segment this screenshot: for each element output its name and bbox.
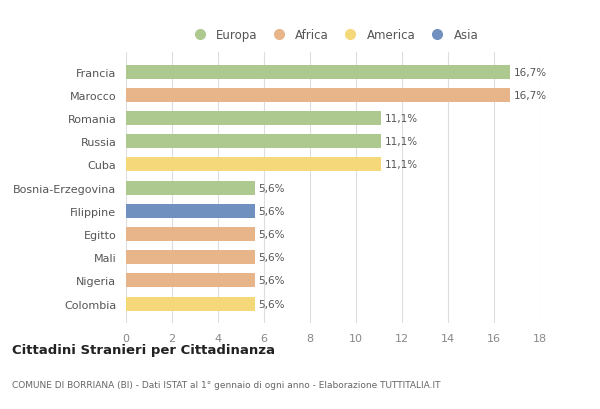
Bar <box>126 135 382 149</box>
Bar <box>126 89 510 103</box>
Bar <box>126 251 255 265</box>
Bar <box>126 158 382 172</box>
Text: 5,6%: 5,6% <box>258 183 285 193</box>
Text: 5,6%: 5,6% <box>258 229 285 239</box>
Text: Cittadini Stranieri per Cittadinanza: Cittadini Stranieri per Cittadinanza <box>12 344 275 357</box>
Text: 11,1%: 11,1% <box>385 137 418 147</box>
Bar <box>126 112 382 126</box>
Text: 5,6%: 5,6% <box>258 276 285 286</box>
Bar <box>126 274 255 288</box>
Bar <box>126 181 255 195</box>
Bar <box>126 65 510 79</box>
Bar <box>126 227 255 241</box>
Text: 5,6%: 5,6% <box>258 299 285 309</box>
Text: 16,7%: 16,7% <box>514 90 547 101</box>
Text: 11,1%: 11,1% <box>385 114 418 124</box>
Text: COMUNE DI BORRIANA (BI) - Dati ISTAT al 1° gennaio di ogni anno - Elaborazione T: COMUNE DI BORRIANA (BI) - Dati ISTAT al … <box>12 380 440 389</box>
Text: 5,6%: 5,6% <box>258 253 285 263</box>
Legend: Europa, Africa, America, Asia: Europa, Africa, America, Asia <box>188 29 478 43</box>
Text: 5,6%: 5,6% <box>258 206 285 216</box>
Text: 11,1%: 11,1% <box>385 160 418 170</box>
Bar <box>126 297 255 311</box>
Bar <box>126 204 255 218</box>
Text: 16,7%: 16,7% <box>514 67 547 77</box>
